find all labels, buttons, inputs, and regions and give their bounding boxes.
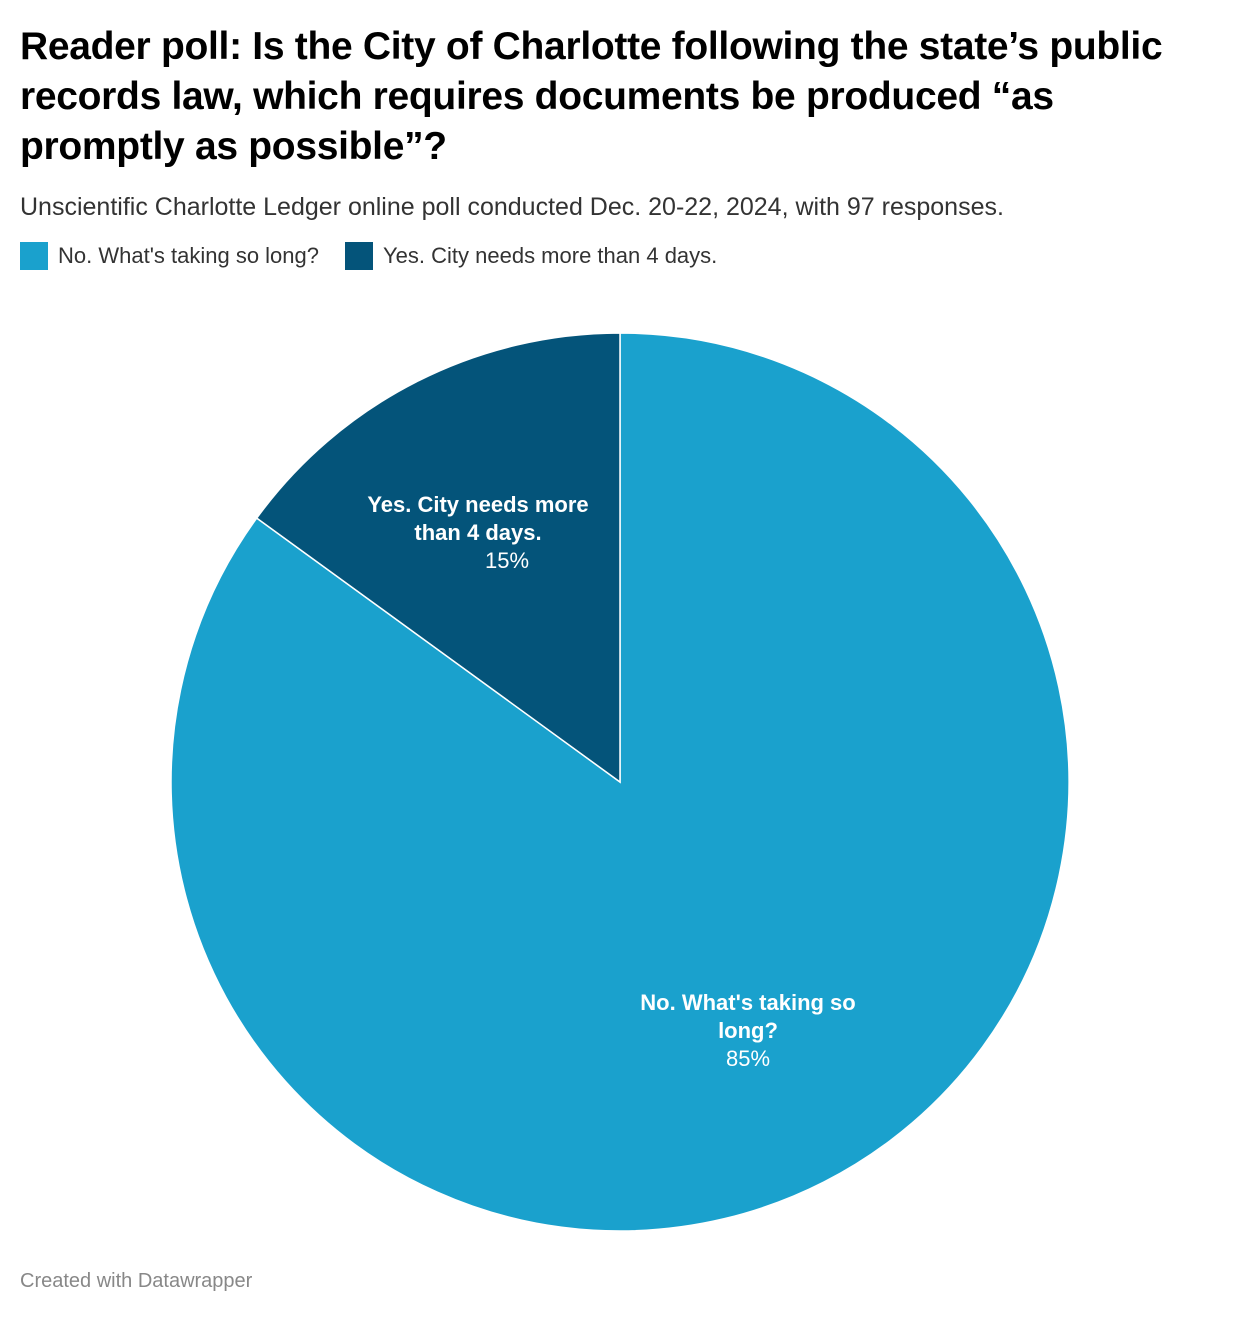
slice-label-yes-line: than 4 days.: [414, 520, 541, 545]
legend-label-yes: Yes. City needs more than 4 days.: [383, 243, 718, 268]
slice-label-yes: Yes. City needs more than 4 days. 15%: [367, 492, 588, 573]
slice-label-yes-value: 15%: [485, 548, 529, 573]
legend-item-no: No. What's taking so long?: [20, 242, 319, 270]
slice-label-no-value: 85%: [726, 1046, 770, 1071]
chart-title: Reader poll: Is the City of Charlotte fo…: [20, 25, 1163, 168]
chart-subtitle: Unscientific Charlotte Ledger online pol…: [20, 193, 1004, 221]
slice-label-no-line: long?: [718, 1018, 778, 1043]
slice-label-yes-line: Yes. City needs more: [367, 492, 588, 517]
legend: No. What's taking so long? Yes. City nee…: [20, 242, 743, 270]
slice-label-no: No. What's taking so long? 85%: [640, 990, 855, 1071]
legend-swatch-no: [20, 242, 48, 270]
slice-label-no-line: No. What's taking so: [640, 990, 855, 1015]
legend-label-no: No. What's taking so long?: [58, 243, 320, 268]
pie-slice-yes: [255, 332, 621, 784]
legend-item-yes: Yes. City needs more than 4 days.: [345, 242, 717, 270]
legend-swatch-yes: [345, 242, 374, 270]
credit-footer: Created with Datawrapper: [20, 1270, 253, 1292]
